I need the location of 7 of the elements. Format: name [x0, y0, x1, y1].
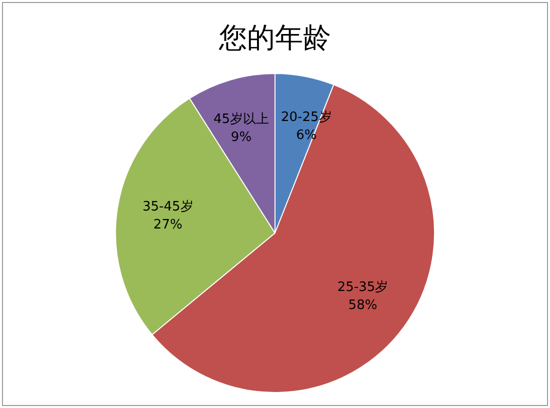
slice-label: 25-35岁: [337, 280, 388, 296]
slice-label: 35-45岁: [142, 199, 194, 214]
slice-label: 45岁以上: [213, 112, 269, 128]
data-label: 27%: [153, 217, 182, 232]
data-label: 9%: [230, 130, 252, 146]
data-label: 58%: [348, 298, 378, 314]
chart-title: 您的年龄: [218, 20, 332, 56]
